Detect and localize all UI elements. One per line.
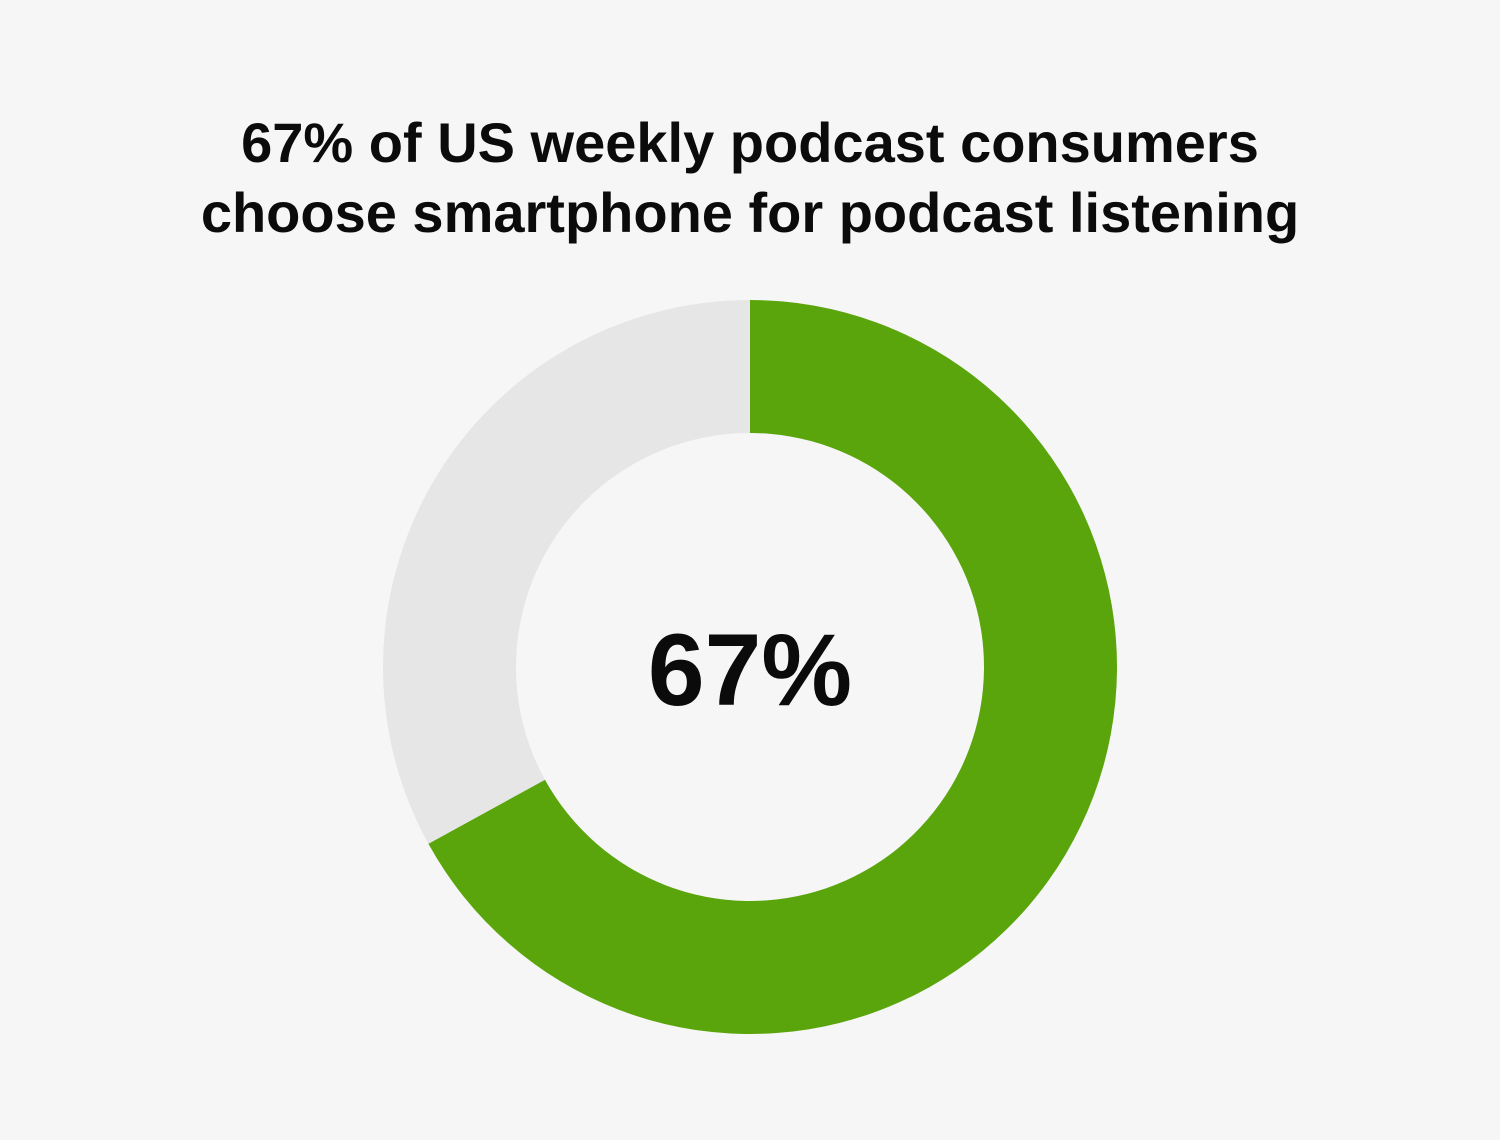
chart-title-line-1: 67% of US weekly podcast consumers bbox=[241, 111, 1259, 174]
chart-title: 67% of US weekly podcast consumers choos… bbox=[0, 108, 1500, 248]
donut-slice-1 bbox=[383, 300, 750, 844]
chart-title-line-2: choose smartphone for podcast listening bbox=[200, 181, 1300, 244]
donut-slice-0 bbox=[428, 300, 1117, 1034]
donut-center-label: 67% bbox=[648, 613, 852, 727]
donut-slices bbox=[383, 300, 1117, 1034]
